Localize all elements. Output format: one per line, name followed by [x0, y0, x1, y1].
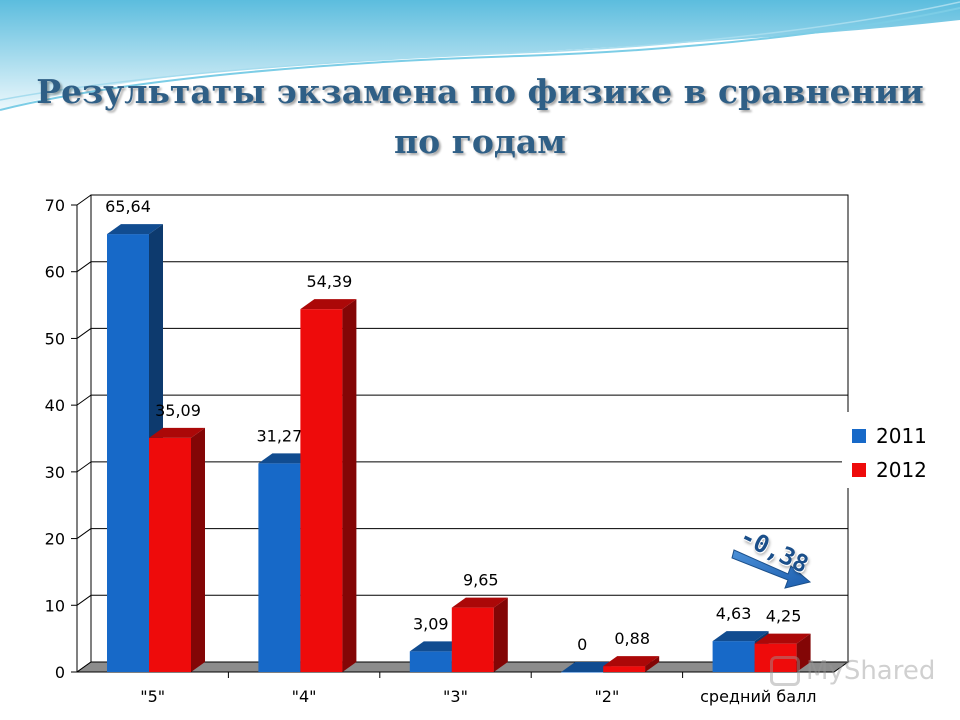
gridline-side	[76, 328, 92, 339]
gridline-side	[76, 594, 92, 606]
bar-2011-front	[561, 672, 604, 673]
chart-legend: 2011 2012	[842, 412, 954, 488]
x-tick-label: "5"	[140, 687, 165, 706]
bar-2012-front	[451, 607, 494, 672]
data-label-2012: 54,39	[306, 272, 352, 291]
bar-2011-front	[258, 463, 301, 672]
bar-2011-front	[409, 651, 452, 672]
data-label-2011: 65,64	[105, 197, 151, 216]
bar-2012-front	[300, 309, 343, 672]
legend-item-2012: 2012	[852, 458, 927, 482]
watermark-text: MyShared	[806, 656, 936, 686]
bar-2011-top	[107, 224, 163, 235]
legend-label-2012: 2012	[876, 458, 927, 482]
x-tick-label: "4"	[292, 687, 317, 706]
bar-2012-top	[603, 656, 660, 667]
bar-2012-top	[754, 633, 811, 644]
data-label-2011: 31,27	[256, 426, 302, 445]
page-title-line-1: Результаты экзамена по физике в сравнени…	[36, 72, 924, 111]
gridline-side	[76, 394, 92, 406]
gridline-side	[76, 528, 92, 539]
watermark: MyShared	[770, 656, 935, 686]
bar-2012-front	[603, 666, 646, 672]
data-label-2012: 4,25	[766, 607, 802, 626]
data-label-2011: 0	[577, 635, 587, 654]
y-tick-label: 70	[45, 196, 65, 215]
x-tick-label: "2"	[594, 687, 619, 706]
bar-2011-front	[107, 234, 149, 672]
legend-label-2011: 2011	[876, 424, 927, 448]
y-tick-label: 30	[45, 463, 65, 482]
y-tick-label: 10	[45, 596, 65, 615]
y-tick-label: 20	[45, 530, 65, 549]
data-label-2011: 3,09	[413, 614, 449, 633]
x-tick-label: "3"	[443, 687, 468, 706]
bar-2011-top	[712, 631, 769, 642]
data-label-2012: 35,09	[155, 401, 201, 420]
watermark-logo-icon	[770, 656, 800, 686]
bar-2012-top	[149, 427, 205, 438]
bar-2012-side	[796, 633, 811, 672]
legend-item-2011: 2011	[852, 424, 927, 448]
bar-2012-front	[149, 437, 191, 672]
bar-2012-top	[300, 299, 357, 310]
bar-2012-side	[191, 427, 205, 672]
data-label-2012: 9,65	[463, 571, 499, 590]
legend-swatch-2012	[852, 463, 866, 477]
y-tick-label: 60	[45, 263, 65, 282]
gridline-side	[76, 461, 92, 473]
gridline-side	[76, 194, 92, 206]
y-tick-label: 40	[45, 396, 65, 415]
y-tick-label: 50	[45, 329, 65, 348]
data-label-2012: 0,88	[614, 629, 650, 648]
arrow-down-right-icon	[731, 549, 812, 589]
y-tick-label: 0	[55, 663, 65, 682]
bar-2012-side	[493, 597, 508, 672]
bar-2011-front	[712, 641, 755, 672]
bar-2012-side	[342, 299, 357, 672]
bar-2012-top	[451, 597, 508, 608]
page-title-line-2: по годам	[394, 122, 566, 161]
gridline-side	[76, 261, 92, 273]
bar-2012-side	[645, 656, 660, 672]
data-label-2011: 4,63	[716, 604, 752, 623]
x-tick-label: средний балл	[700, 687, 816, 706]
legend-swatch-2011	[852, 429, 866, 443]
